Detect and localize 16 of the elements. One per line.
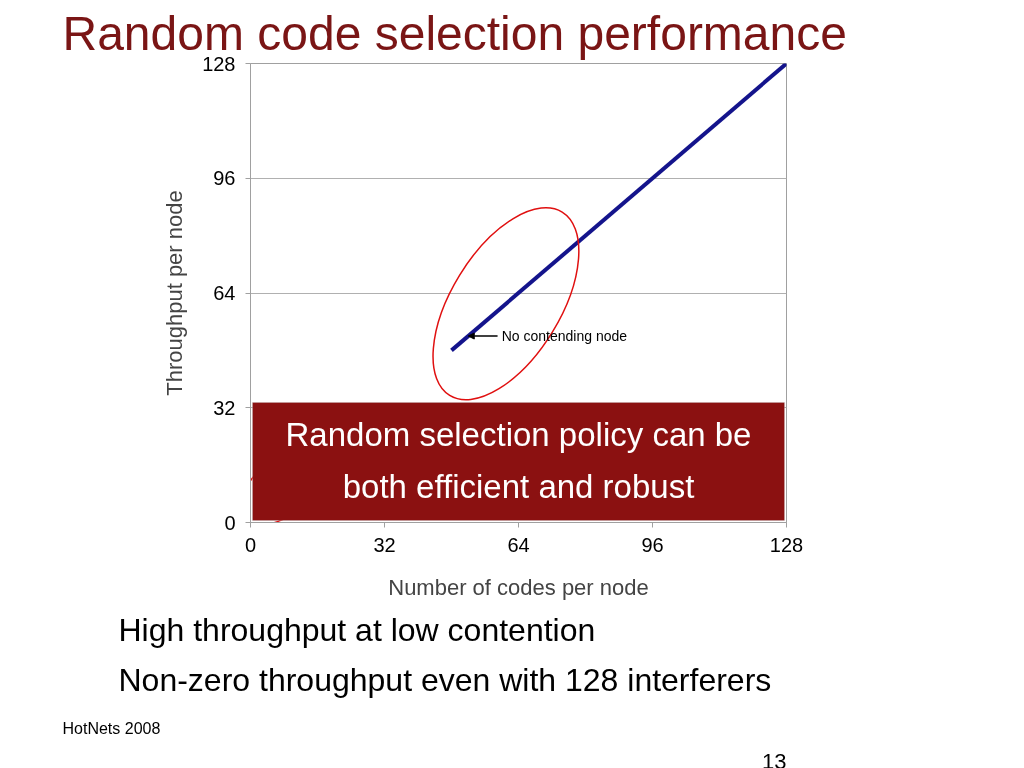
x-tick-label: 32 — [373, 533, 396, 556]
y-tick-label: 32 — [213, 396, 236, 419]
x-tick-label: 96 — [641, 533, 664, 556]
annotation: Random selection policy can be both efficient and robust — [285, 416, 752, 505]
x-tick-label: 0 — [244, 533, 257, 556]
text: Non-zero throughput even with 128 interferers — [118, 661, 772, 698]
x-axis-title: Number of codes per node — [388, 574, 649, 600]
text: 13 — [762, 748, 787, 768]
y-tick-label: 64 — [213, 282, 236, 304]
text: High throughput at low contention — [118, 611, 596, 648]
x-tick-label: 64 — [507, 533, 530, 556]
y-tick-label: 0 — [224, 511, 236, 534]
y-tick-label: 96 — [213, 167, 236, 190]
x-tick-label: 128 — [769, 533, 804, 556]
y-axis-title: Throughput per node — [162, 190, 188, 396]
text: HotNets 2008 — [62, 719, 161, 737]
